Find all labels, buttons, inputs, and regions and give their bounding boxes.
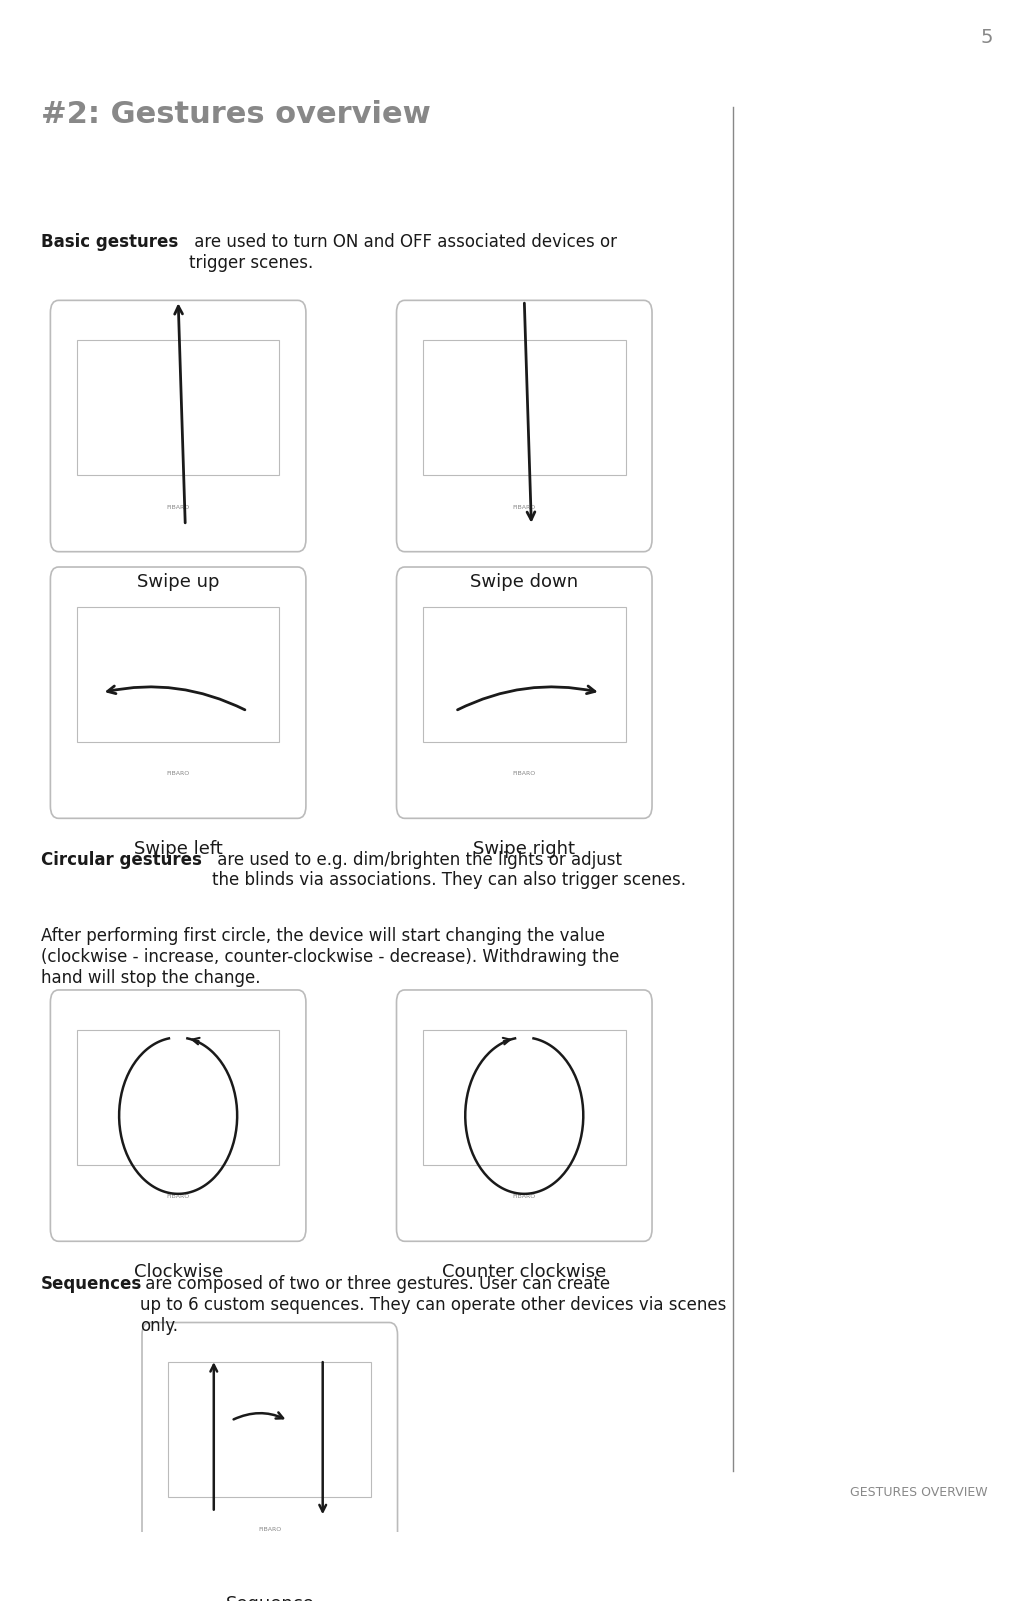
Bar [77, 339, 279, 475]
Text: are used to turn ON and OFF associated devices or
trigger scenes.: are used to turn ON and OFF associated d… [189, 232, 617, 272]
Text: Swipe up: Swipe up [136, 573, 220, 591]
FancyBboxPatch shape [51, 567, 305, 818]
Text: GESTURES OVERVIEW: GESTURES OVERVIEW [850, 1486, 987, 1499]
Text: are composed of two or three gestures. User can create
up to 6 custom sequences.: are composed of two or three gestures. U… [140, 1274, 727, 1335]
Text: After performing first circle, the device will start changing the value
(clockwi: After performing first circle, the devic… [41, 927, 619, 986]
Text: Clockwise: Clockwise [133, 1263, 223, 1281]
Text: Swipe left: Swipe left [133, 841, 223, 858]
FancyBboxPatch shape [397, 989, 653, 1241]
Text: #2: Gestures overview: #2: Gestures overview [41, 99, 431, 128]
Text: FIBARO: FIBARO [513, 504, 535, 509]
Bar [423, 607, 625, 741]
Text: Basic gestures: Basic gestures [41, 232, 178, 251]
FancyBboxPatch shape [397, 567, 653, 818]
Text: Sequence: Sequence [225, 1595, 315, 1601]
Text: Swipe right: Swipe right [473, 841, 575, 858]
Text: Circular gestures: Circular gestures [41, 850, 202, 868]
Bar [169, 1362, 371, 1497]
Bar [77, 1029, 279, 1164]
FancyBboxPatch shape [397, 301, 653, 552]
Text: are used to e.g. dim/brighten the lights or adjust
the blinds via associations. : are used to e.g. dim/brighten the lights… [212, 850, 686, 889]
Bar [423, 339, 625, 475]
Text: FIBARO: FIBARO [167, 772, 189, 776]
Text: FIBARO: FIBARO [259, 1527, 281, 1532]
Bar [423, 1029, 625, 1164]
Text: Counter clockwise: Counter clockwise [442, 1263, 607, 1281]
FancyBboxPatch shape [143, 1322, 397, 1574]
Text: Sequences: Sequences [41, 1274, 142, 1294]
Text: FIBARO: FIBARO [513, 772, 535, 776]
Text: Swipe down: Swipe down [470, 573, 578, 591]
Text: FIBARO: FIBARO [167, 1194, 189, 1199]
FancyBboxPatch shape [51, 989, 305, 1241]
Text: FIBARO: FIBARO [513, 1194, 535, 1199]
Text: FIBARO: FIBARO [167, 504, 189, 509]
FancyBboxPatch shape [51, 301, 305, 552]
Bar [77, 607, 279, 741]
Text: 5: 5 [980, 27, 993, 46]
